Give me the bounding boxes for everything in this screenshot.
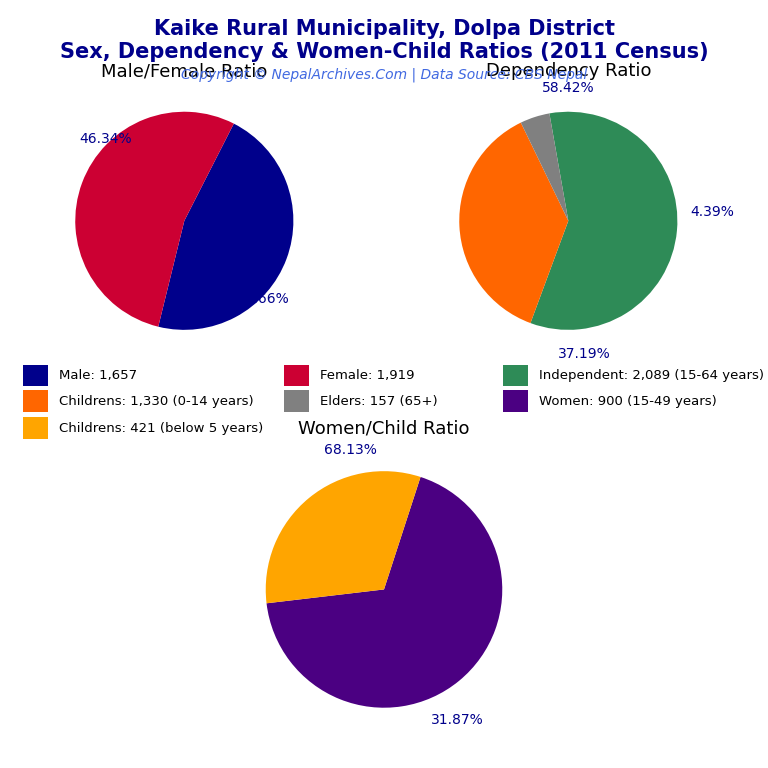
Wedge shape — [266, 472, 421, 604]
Wedge shape — [521, 114, 568, 221]
Text: Childrens: 1,330 (0-14 years): Childrens: 1,330 (0-14 years) — [59, 395, 253, 408]
Wedge shape — [531, 112, 677, 329]
Text: 4.39%: 4.39% — [690, 205, 734, 219]
Text: Elders: 157 (65+): Elders: 157 (65+) — [320, 395, 438, 408]
Text: Kaike Rural Municipality, Dolpa District: Kaike Rural Municipality, Dolpa District — [154, 19, 614, 39]
FancyBboxPatch shape — [284, 365, 309, 386]
Text: Independent: 2,089 (15-64 years): Independent: 2,089 (15-64 years) — [539, 369, 764, 382]
Text: 58.42%: 58.42% — [542, 81, 594, 94]
Wedge shape — [459, 123, 568, 323]
FancyBboxPatch shape — [23, 365, 48, 386]
FancyBboxPatch shape — [23, 390, 48, 412]
FancyBboxPatch shape — [23, 417, 48, 439]
Text: 37.19%: 37.19% — [558, 347, 611, 361]
Wedge shape — [266, 477, 502, 707]
FancyBboxPatch shape — [503, 365, 528, 386]
Text: 53.66%: 53.66% — [237, 293, 290, 306]
Title: Women/Child Ratio: Women/Child Ratio — [298, 419, 470, 437]
Text: Sex, Dependency & Women-Child Ratios (2011 Census): Sex, Dependency & Women-Child Ratios (20… — [60, 42, 708, 62]
Text: 68.13%: 68.13% — [324, 443, 377, 457]
Wedge shape — [75, 112, 233, 326]
Title: Male/Female Ratio: Male/Female Ratio — [101, 62, 267, 80]
FancyBboxPatch shape — [284, 390, 309, 412]
Title: Dependency Ratio: Dependency Ratio — [485, 62, 651, 80]
Text: Male: 1,657: Male: 1,657 — [59, 369, 137, 382]
Text: 46.34%: 46.34% — [79, 132, 132, 146]
Text: 31.87%: 31.87% — [431, 713, 484, 727]
Text: Childrens: 421 (below 5 years): Childrens: 421 (below 5 years) — [59, 422, 263, 435]
Wedge shape — [158, 124, 293, 329]
Text: Women: 900 (15-49 years): Women: 900 (15-49 years) — [539, 395, 717, 408]
Text: Female: 1,919: Female: 1,919 — [320, 369, 415, 382]
Text: Copyright © NepalArchives.Com | Data Source: CBS Nepal: Copyright © NepalArchives.Com | Data Sou… — [181, 68, 587, 82]
FancyBboxPatch shape — [503, 390, 528, 412]
